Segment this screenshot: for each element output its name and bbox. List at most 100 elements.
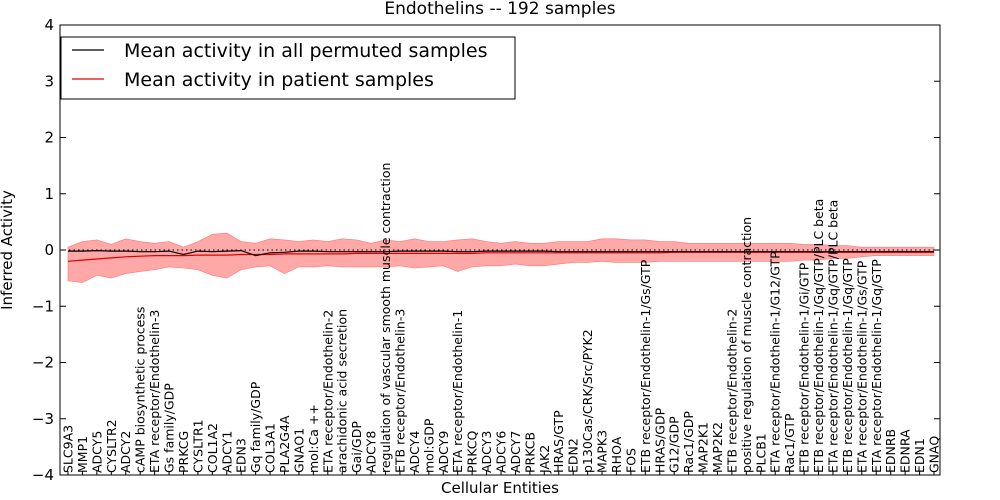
x-tick-label: MAP2K2 (710, 422, 725, 473)
permuted-mean-point (110, 250, 112, 252)
y-tick-label: −2 (32, 354, 54, 372)
permuted-mean-point (558, 251, 560, 253)
x-tick-label: EDNRB (883, 429, 898, 473)
permuted-mean-point (760, 251, 762, 253)
permuted-mean-point (702, 251, 704, 253)
x-tick-label: ETA receptor/Endothelin-1/G12/GTP (768, 251, 783, 473)
patient-mean-point (529, 252, 531, 254)
x-tick-label: ADCY4 (407, 431, 422, 473)
x-tick-label: ETB receptor/Endothelin-3 (393, 309, 408, 473)
x-tick-label: ADCY2 (118, 431, 133, 473)
permuted-mean-point (616, 251, 618, 253)
x-tick-label: cAMP biosynthetic process (133, 307, 148, 473)
y-tick-label: 4 (44, 16, 54, 34)
patient-mean-point (356, 253, 358, 255)
x-tick-label: Gs family/GDP (162, 383, 177, 473)
permuted-mean-point (399, 250, 401, 252)
x-tick-label: ADCY3 (479, 431, 494, 473)
chart-title: Endothelins -- 192 samples (384, 0, 615, 19)
x-tick-label: ETA receptor/Endothelin-3 (147, 310, 162, 473)
x-tick-label: SLC9A3 (61, 425, 76, 473)
permuted-mean-point (904, 251, 906, 253)
permuted-mean-point (673, 251, 675, 253)
x-tick-label: ETA receptor/Endothelin-1/Gs/GTP (854, 260, 869, 473)
patient-mean-point (125, 256, 127, 258)
x-tick-label: ETA receptor/Endothelin-2 (320, 310, 335, 473)
x-tick-label: EDN3 (234, 438, 249, 473)
permuted-mean-point (933, 251, 935, 253)
patient-mean-point (139, 255, 141, 257)
x-tick-label: ETB receptor/Endothelin-1/Gs/GTP (638, 259, 653, 473)
x-tick-label: MAPK3 (595, 430, 610, 473)
y-tick-label: −3 (32, 410, 54, 428)
x-tick-label: Gai/GDP (349, 421, 364, 473)
x-tick-label: ADCY7 (508, 431, 523, 473)
patient-mean-point (500, 252, 502, 254)
permuted-mean-point (644, 251, 646, 253)
patient-mean-point (82, 259, 84, 261)
patient-mean-point (240, 254, 242, 256)
x-tick-label: ETA receptor/Endothelin-1/Gq/GTP (869, 259, 884, 473)
permuted-mean-point (587, 251, 589, 253)
x-tick-label: GNAO1 (291, 428, 306, 473)
patient-mean-point (457, 253, 459, 255)
plot-area: −4 −3 −2 −1 0 1 2 3 4 SLC9A3 MMP1 ADCY5 CYSLTR2 ADCY2… (32, 16, 942, 484)
permuted-mean-point (457, 251, 459, 253)
x-tick-label: PRKCB (522, 432, 537, 473)
permuted-mean-point (370, 251, 372, 253)
patient-mean-point (414, 253, 416, 255)
patient-mean-point (96, 258, 98, 260)
permuted-mean-point (529, 250, 531, 252)
x-tick-label: ADCY5 (89, 431, 104, 473)
patient-mean-point (298, 253, 300, 255)
x-tick-label: RHOA (609, 436, 624, 473)
x-tick-label: PRKCQ (465, 431, 480, 473)
x-tick-label: ETB receptor/Endothelin-2 (724, 309, 739, 473)
x-tick-label: EDN2 (566, 438, 581, 473)
permuted-mean-point (659, 251, 661, 253)
patient-mean-point (399, 253, 401, 255)
patient-mean-point (284, 253, 286, 255)
permuted-mean-point (919, 251, 921, 253)
y-tick-label: 3 (44, 72, 54, 90)
y-tick-label: 1 (44, 185, 54, 203)
permuted-mean-point (67, 250, 69, 252)
patient-mean-point (370, 253, 372, 255)
permuted-mean-point (125, 250, 127, 252)
patient-mean-point (313, 253, 315, 255)
x-tick-label: Gq family/GDP (248, 381, 263, 473)
x-tick-label: ADCY9 (436, 431, 451, 473)
permuted-mean-point (630, 251, 632, 253)
x-tick-label: Rac1/GTP (782, 413, 797, 473)
permuted-mean-point (875, 251, 877, 253)
patient-mean-point (110, 257, 112, 259)
permuted-mean-point (515, 250, 517, 252)
permuted-mean-point (269, 252, 271, 254)
permuted-mean-point (197, 250, 199, 252)
x-tick-label: FOS (623, 448, 638, 473)
permuted-mean-point (688, 251, 690, 253)
y-tick-label: −4 (32, 466, 54, 484)
x-tick-label: ETB receptor/Endothelin-1/Gq/GTP/PLC bet… (811, 199, 826, 473)
permuted-mean-point (717, 251, 719, 253)
x-tick-label: ETB receptor/Endothelin-1/Gi/GTP (797, 262, 812, 473)
patient-mean-point (168, 255, 170, 257)
permuted-mean-point (442, 250, 444, 252)
y-axis-label: Inferred Activity (0, 190, 16, 310)
x-tick-label: G12/GDP (667, 416, 682, 473)
x-tick-label: MAP2K1 (696, 422, 711, 473)
patient-mean-point (428, 253, 430, 255)
patient-mean-point (211, 254, 213, 256)
permuted-mean-point (861, 251, 863, 253)
permuted-mean-point (356, 251, 358, 253)
patient-mean-point (269, 254, 271, 256)
permuted-mean-point (847, 251, 849, 253)
x-tick-label: Rac1/GDP (681, 411, 696, 473)
x-tick-label: p130Cas/CRK/Src/PYK2 (580, 329, 595, 473)
x-tick-label: regulation of vascular smooth muscle con… (378, 163, 393, 473)
permuted-mean-point (601, 251, 603, 253)
permuted-mean-point (255, 255, 257, 257)
x-tick-label: ADCY1 (219, 431, 234, 473)
permuted-mean-point (168, 250, 170, 252)
x-tick-label: ADCY6 (494, 431, 509, 473)
